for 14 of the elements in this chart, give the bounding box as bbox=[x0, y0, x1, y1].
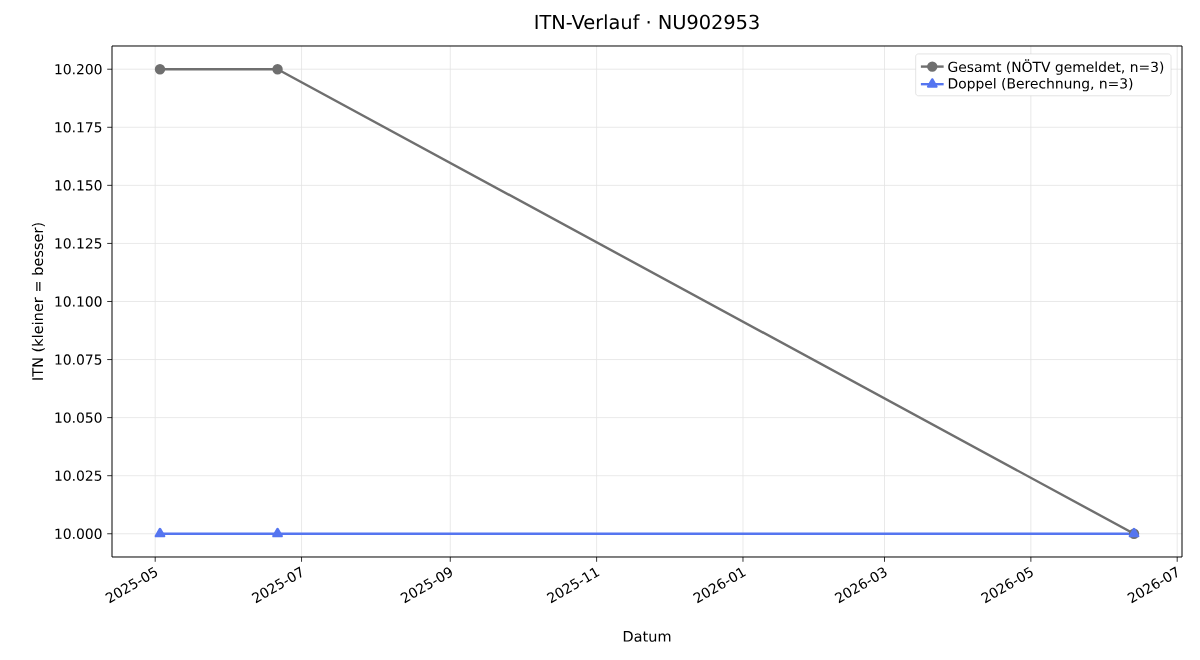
y-tick-label: 10.000 bbox=[55, 528, 102, 539]
y-tick-label: 10.025 bbox=[55, 470, 102, 481]
y-tick-label: 10.100 bbox=[55, 296, 102, 307]
y-tick-label: 10.125 bbox=[55, 238, 102, 249]
x-axis-title: Datum bbox=[623, 631, 671, 642]
legend-label: Gesamt (NÖTV gemeldet, n=3) bbox=[948, 59, 1164, 75]
y-tick-label: 10.200 bbox=[55, 63, 102, 75]
y-tick-label: 10.150 bbox=[55, 180, 102, 191]
y-axis-title: ITN (kleiner = besser) bbox=[31, 223, 45, 380]
legend-label: Doppel (Berechnung, n=3) bbox=[948, 77, 1133, 92]
chart-title: ITN-Verlauf · NU902953 bbox=[535, 14, 759, 30]
y-tick-label: 10.175 bbox=[55, 122, 102, 133]
y-tick-label: 10.075 bbox=[55, 354, 102, 365]
y-tick-label: 10.050 bbox=[55, 412, 102, 423]
